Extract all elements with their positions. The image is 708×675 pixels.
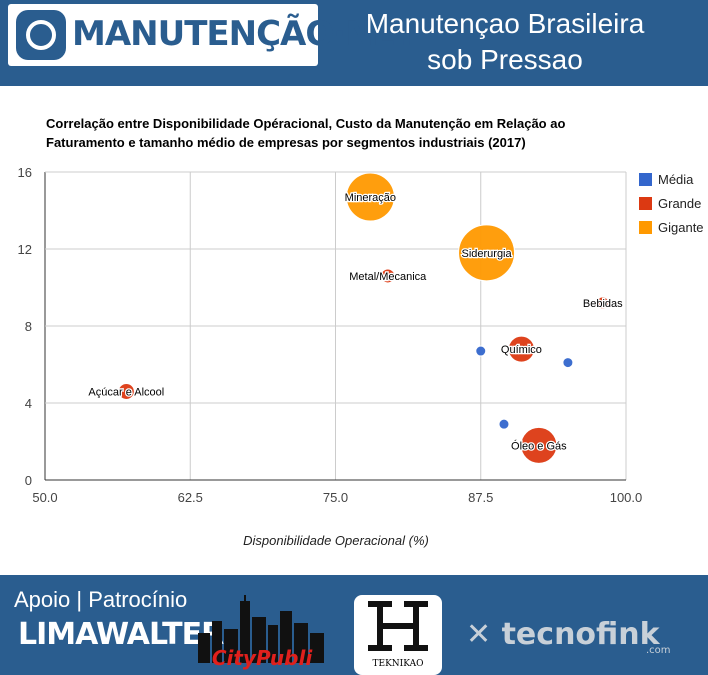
chart-title-line2: Faturamento e tamanho médio de empresas … [46, 135, 526, 150]
y-tick-label: 0 [25, 473, 32, 488]
y-tick-label: 16 [18, 165, 32, 180]
chart-grid [44, 171, 627, 481]
legend-label: Média [658, 172, 694, 187]
bubble-point [507, 335, 535, 363]
bubble-label: Açúcar e Alcool [88, 386, 164, 398]
legend-label: Gigante [658, 220, 704, 235]
page-title-line1: Manutençao Brasileira [365, 8, 645, 39]
sponsor-teknikao-logo[interactable]: TEKNIKAO [354, 595, 442, 675]
bubble-label: Bebidas [583, 298, 623, 310]
sponsor-limawalter-logo[interactable]: LIMAWALTER [18, 617, 224, 652]
bubble-label: Siderurgia [461, 248, 512, 260]
logo-text: MANUTENÇÃO·NET [72, 14, 418, 54]
x-tick-label: 50.0 [32, 490, 57, 505]
page-title-line2: sob Pressao [427, 44, 583, 75]
legend-swatch [639, 221, 652, 234]
site-logo[interactable]: MANUTENÇÃO·NET [8, 4, 418, 66]
sponsor-tecnofink-logo[interactable]: ✕ tecnofink [466, 617, 660, 652]
bubble-label: Óleo e Gás [511, 439, 567, 452]
bubble-point [345, 172, 395, 222]
sponsor-citypubli-logo[interactable]: CityPubli [192, 593, 332, 671]
x-tick-label: 100.0 [610, 490, 643, 505]
footer-banner: Apoio | Patrocínio LIMAWALTER CityPubli [0, 575, 708, 675]
x-tick-label: 75.0 [323, 490, 348, 505]
y-tick-label: 4 [25, 396, 32, 411]
bubble-point [498, 418, 510, 430]
logo-icon [16, 10, 66, 60]
x-axis-ticks: 50.0 62.5 75.0 87.5 100.0 [32, 490, 642, 505]
bubble-point [520, 426, 558, 464]
y-tick-label: 8 [25, 319, 32, 334]
legend-label: Grande [658, 196, 701, 211]
chart-title-line1: Correlação entre Disponibilidade Opéraci… [46, 116, 565, 131]
teknikao-icon [368, 601, 428, 651]
bubble-label: Metal/Mecanica [349, 271, 427, 283]
bubble-point [475, 345, 487, 357]
bubble-point [596, 296, 610, 310]
bubble-label: Mineração [345, 192, 396, 204]
x-axis-label: Disponibilidade Operacional (%) [243, 533, 429, 548]
tecnofink-arrows-icon: ✕ [466, 617, 492, 652]
y-tick-label: 12 [18, 242, 32, 257]
legend-swatch [639, 173, 652, 186]
x-tick-label: 62.5 [178, 490, 203, 505]
bubble-point [117, 382, 135, 400]
teknikao-text: TEKNIKAO [372, 659, 424, 669]
x-tick-label: 87.5 [468, 490, 493, 505]
tecnofink-text: tecnofink [501, 617, 660, 652]
tecnofink-domain: .com [646, 645, 671, 656]
bubble-point [380, 268, 396, 284]
y-axis-ticks: 0 4 8 12 16 [18, 165, 32, 488]
header-banner: MANUTENÇÃO·NET Manutençao Brasileira sob… [0, 0, 708, 86]
chart-bubbles: Siderurgia Mineração Óleo e Gás Químico Açúc… [87, 172, 624, 464]
chart-container: Correlação entre Disponibilidade Opéraci… [0, 86, 708, 575]
bubble-chart: Correlação entre Disponibilidade Opéraci… [18, 116, 704, 548]
citypubli-text: CityPubli [212, 646, 313, 670]
chart-legend: Média Grande Gigante [639, 172, 704, 235]
page-title: Manutençao Brasileira sob Pressao [330, 6, 680, 78]
bubble-point [562, 357, 574, 369]
bubble-label: Químico [501, 344, 542, 356]
bubble-point [458, 224, 516, 282]
sponsors-heading: Apoio | Patrocínio [14, 587, 188, 612]
legend-swatch [639, 197, 652, 210]
